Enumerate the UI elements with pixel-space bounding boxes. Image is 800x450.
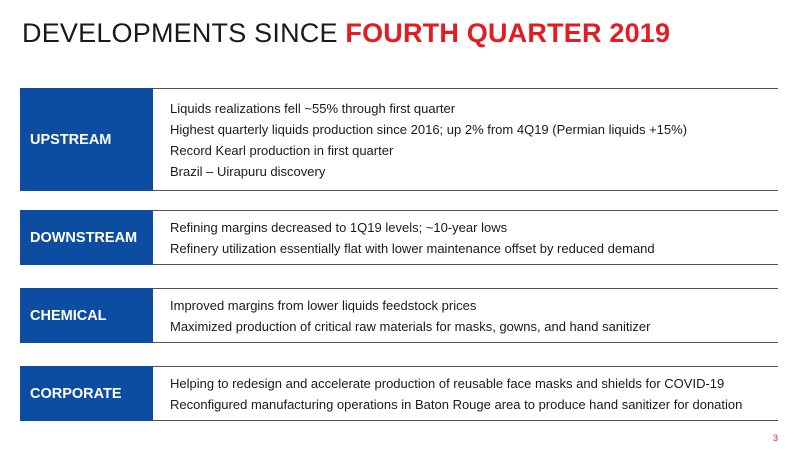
list-item: Brazil – Uirapuru discovery: [170, 163, 326, 179]
section-content: Helping to redesign and accelerate produ…: [153, 366, 778, 421]
page-title: DEVELOPMENTS SINCE FOURTH QUARTER 2019: [22, 18, 670, 49]
section-label: UPSTREAM: [20, 88, 153, 191]
list-item: Liquids realizations fell ~55% through f…: [170, 100, 456, 116]
section-label: DOWNSTREAM: [20, 210, 153, 265]
list-item: Helping to redesign and accelerate produ…: [170, 375, 725, 391]
section-upstream: UPSTREAM Liquids realizations fell ~55% …: [20, 88, 778, 191]
list-item: Refinery utilization essentially flat wi…: [170, 240, 655, 256]
list-item: Maximized production of critical raw mat…: [170, 318, 651, 334]
section-label: CORPORATE: [20, 366, 153, 421]
section-content: Refining margins decreased to 1Q19 level…: [153, 210, 778, 265]
section-label: CHEMICAL: [20, 288, 153, 343]
list-item: Refining margins decreased to 1Q19 level…: [170, 219, 508, 235]
list-item: Improved margins from lower liquids feed…: [170, 297, 477, 313]
list-item: Record Kearl production in first quarter: [170, 142, 394, 158]
title-accent: FOURTH QUARTER 2019: [345, 18, 671, 48]
section-content: Improved margins from lower liquids feed…: [153, 288, 778, 343]
section-downstream: DOWNSTREAM Refining margins decreased to…: [20, 210, 778, 265]
title-prefix: DEVELOPMENTS SINCE: [22, 18, 346, 48]
list-item: Reconfigured manufacturing operations in…: [170, 396, 743, 412]
section-chemical: CHEMICAL Improved margins from lower liq…: [20, 288, 778, 343]
section-content: Liquids realizations fell ~55% through f…: [153, 88, 778, 191]
section-corporate: CORPORATE Helping to redesign and accele…: [20, 366, 778, 421]
list-item: Highest quarterly liquids production sin…: [170, 121, 688, 137]
page-number: 3: [772, 433, 778, 443]
